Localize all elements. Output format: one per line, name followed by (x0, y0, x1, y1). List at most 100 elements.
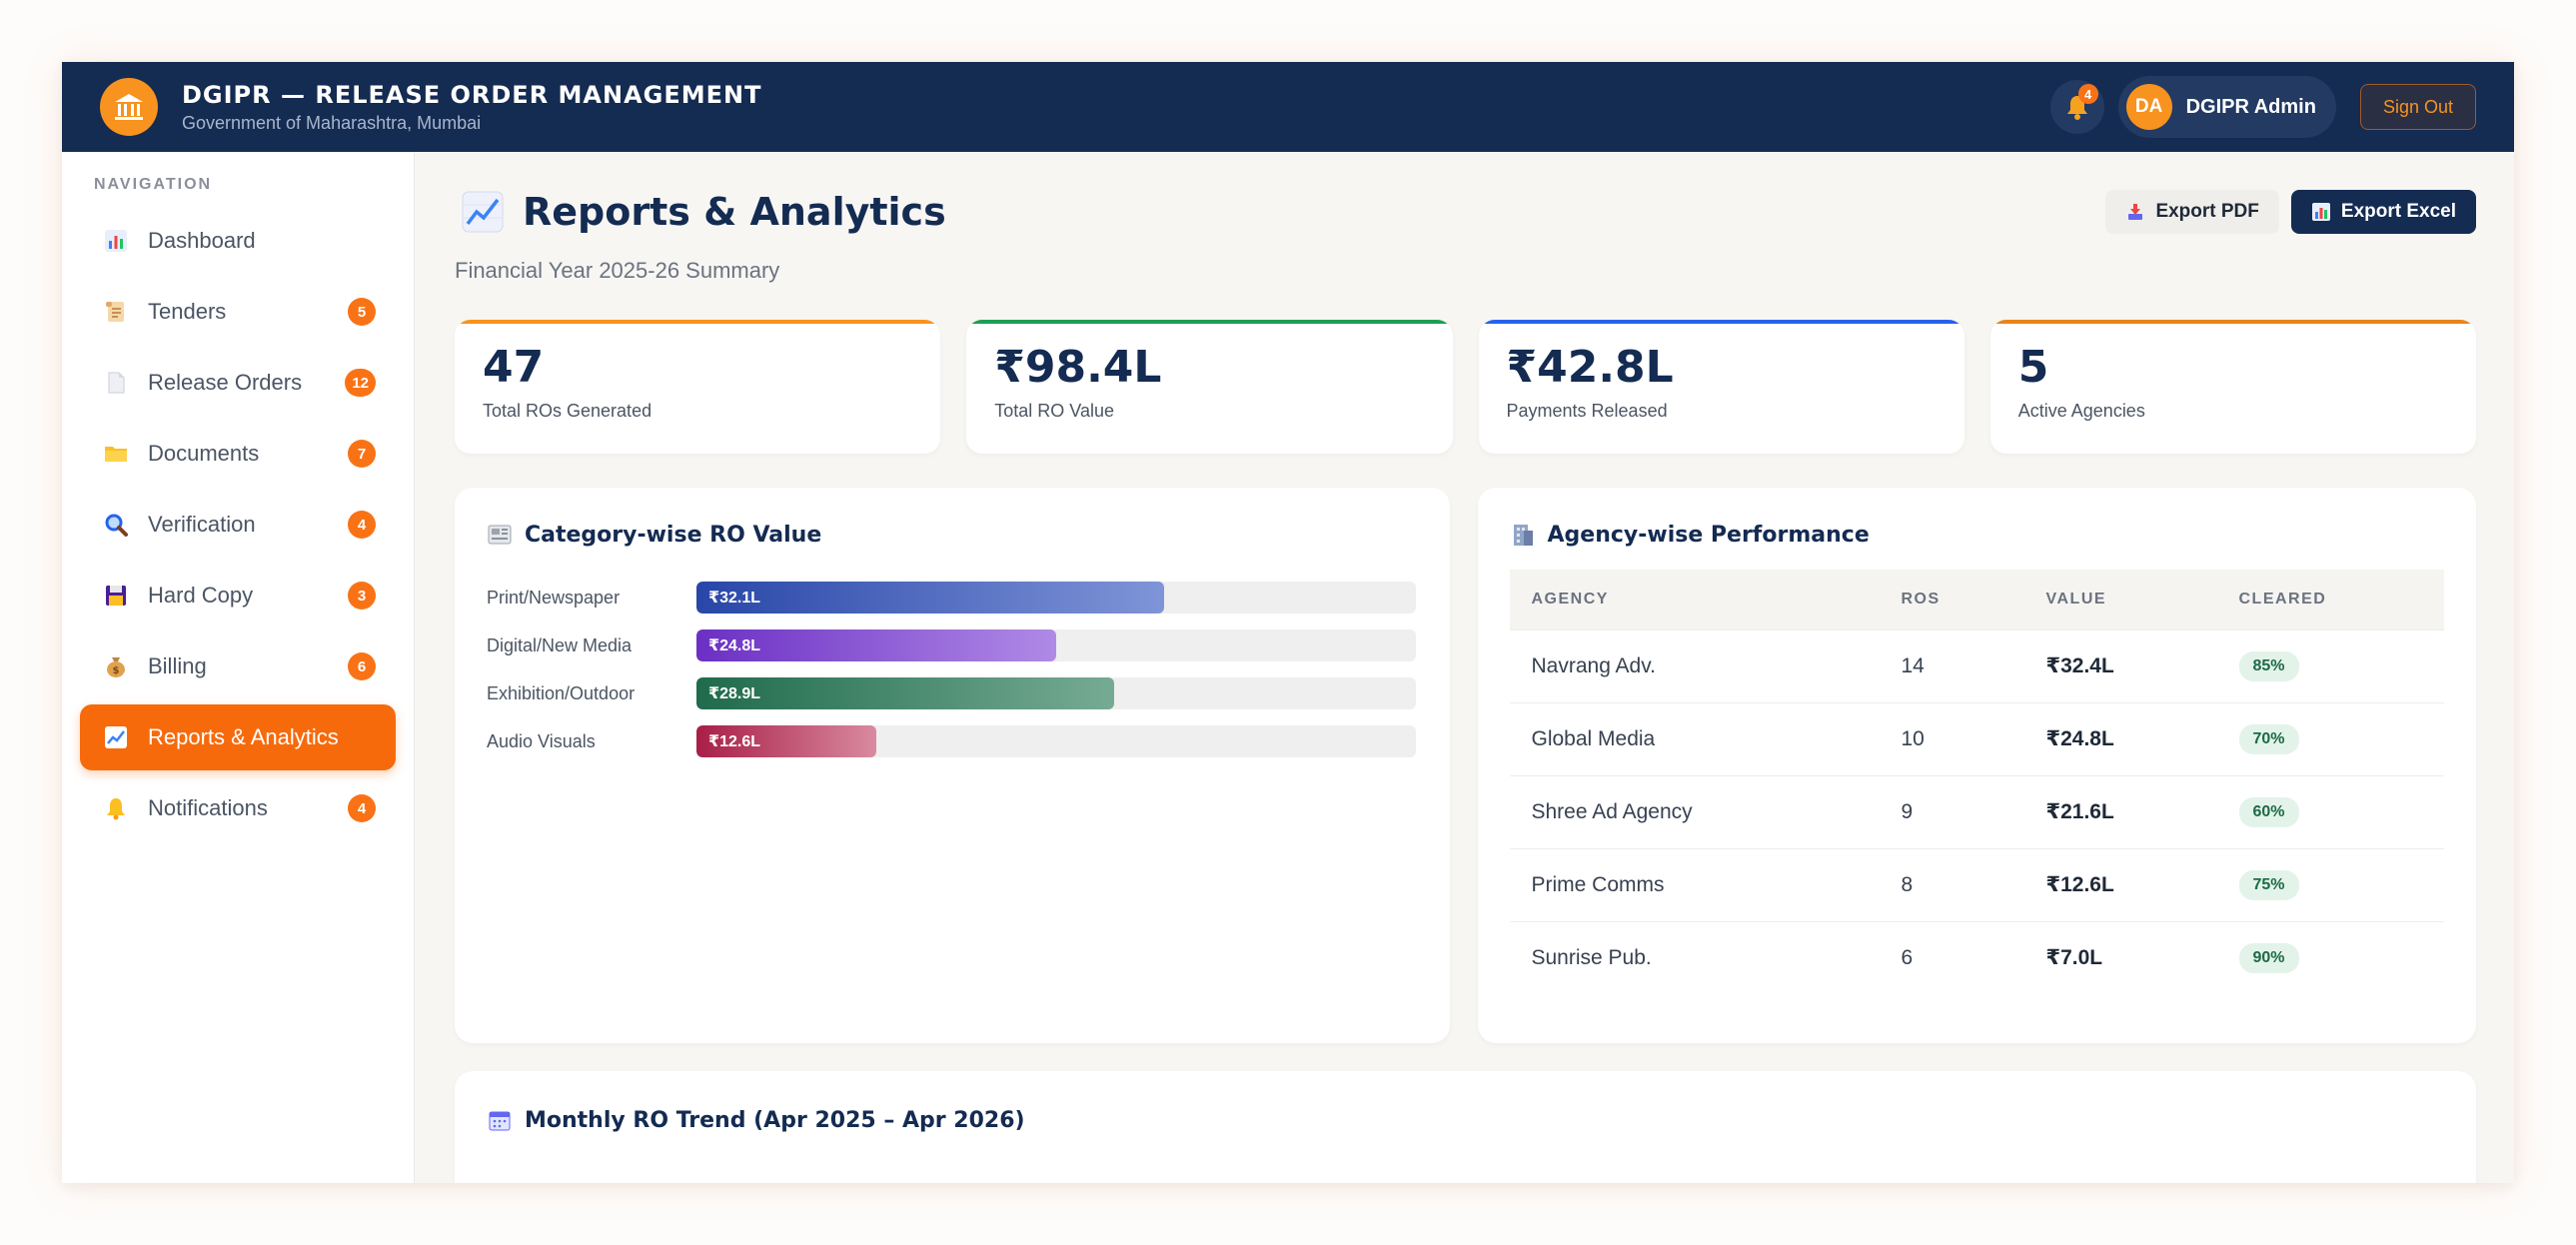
category-value: ₹32.1L (708, 590, 761, 607)
sidebar-item-label: Billing (148, 653, 207, 678)
category-value: ₹12.6L (708, 733, 761, 750)
panel-title: Agency-wise Performance (1547, 522, 1870, 548)
sidebar-item-dashboard[interactable]: Dashboard (80, 208, 396, 274)
cleared-badge: 85% (2238, 650, 2299, 681)
table-row: Shree Ad Agency 9 ₹21.6L 60% (1509, 774, 2444, 848)
app-subtitle: Government of Maharashtra, Mumbai (182, 112, 482, 133)
count-badge: 12 (345, 369, 376, 397)
user-name: DGIPR Admin (2185, 95, 2316, 118)
count-badge: 7 (348, 440, 376, 468)
main-content: Reports & Analytics Financial Year 2025-… (415, 152, 2514, 1183)
agency-name: Shree Ad Agency (1509, 774, 1880, 848)
column-header-value: VALUE (2045, 590, 2107, 608)
category-bar-track: ₹24.8L (696, 629, 1416, 661)
bar-chart-icon (2311, 203, 2330, 221)
export-excel-button[interactable]: Export Excel (2290, 190, 2476, 234)
cleared-badge: 75% (2238, 869, 2299, 900)
sign-out-button[interactable]: Sign Out (2359, 84, 2476, 130)
document-icon (102, 369, 130, 397)
category-row: Digital/New Media ₹24.8L (487, 622, 1418, 669)
avatar: DA (2125, 84, 2172, 130)
cleared-badge: 70% (2238, 723, 2299, 754)
sidebar-item-label: Dashboard (148, 228, 256, 253)
svg-text:$: $ (113, 665, 120, 676)
panel-title: Monthly RO Trend (Apr 2025 – Apr 2026) (525, 1107, 1025, 1133)
app-title: DGIPR — RELEASE ORDER MANAGEMENT (182, 80, 762, 109)
sidebar: NAVIGATION Dashboard Tenders 5 Release O… (62, 152, 415, 1183)
category-bar: ₹24.8L (696, 629, 1056, 661)
stats-row: 47 Total ROs Generated ₹98.4L Total RO V… (455, 320, 2476, 454)
app-window: DGIPR — RELEASE ORDER MANAGEMENT Governm… (62, 62, 2514, 1183)
bar-chart-icon (102, 227, 130, 255)
sidebar-item-label: Hard Copy (148, 583, 254, 608)
stat-card-total-ros: 47 Total ROs Generated (455, 320, 941, 454)
government-building-icon (100, 78, 158, 136)
category-name: Print/Newspaper (487, 587, 621, 608)
table-row: Prime Comms 8 ₹12.6L 75% (1509, 847, 2444, 921)
count-badge: 3 (348, 582, 376, 610)
export-pdf-button[interactable]: Export PDF (2105, 190, 2279, 234)
notification-count-badge: 4 (2077, 84, 2098, 104)
stat-label: Total RO Value (994, 401, 1114, 421)
sidebar-item-hard-copy[interactable]: Hard Copy 3 (80, 563, 396, 628)
notifications-button[interactable]: 4 (2049, 80, 2104, 134)
agency-name: Sunrise Pub. (1509, 920, 1880, 994)
count-badge: 6 (348, 652, 376, 680)
category-value: ₹24.8L (708, 637, 761, 654)
table-row: Global Media 10 ₹24.8L 70% (1509, 701, 2444, 775)
top-header: DGIPR — RELEASE ORDER MANAGEMENT Governm… (62, 62, 2514, 152)
category-bar: ₹28.9L (696, 677, 1114, 709)
column-header-agency: AGENCY (1531, 590, 1609, 608)
category-bar: ₹32.1L (696, 582, 1164, 614)
stat-value: ₹98.4L (994, 342, 1162, 393)
stat-accent-bar (1478, 320, 1964, 324)
sidebar-item-label: Documents (148, 441, 260, 466)
sidebar-item-reports-analytics[interactable]: Reports & Analytics (80, 704, 396, 770)
sidebar-item-label: Release Orders (148, 370, 303, 395)
stat-card-active-agencies: 5 Active Agencies (1989, 320, 2476, 454)
agency-value: ₹7.0L (2023, 920, 2217, 994)
sidebar-item-release-orders[interactable]: Release Orders 12 (80, 350, 396, 416)
table-row: Sunrise Pub. 6 ₹7.0L 90% (1509, 920, 2444, 994)
nav-section-label: NAVIGATION (94, 176, 213, 193)
category-panel: Category-wise RO Value Print/Newspaper ₹… (455, 488, 1450, 1043)
category-bar-track: ₹12.6L (696, 725, 1416, 757)
sidebar-item-notifications[interactable]: Notifications 4 (80, 775, 396, 841)
page-subtitle: Financial Year 2025-26 Summary (455, 258, 780, 283)
cleared-badge: 90% (2238, 942, 2299, 973)
chart-up-icon (102, 723, 130, 751)
agency-name: Prime Comms (1509, 847, 1880, 921)
count-badge: 5 (348, 298, 376, 326)
agency-ros: 14 (1879, 628, 2024, 702)
sidebar-item-verification[interactable]: Verification 4 (80, 492, 396, 558)
category-bar-track: ₹32.1L (696, 582, 1416, 614)
sidebar-item-billing[interactable]: $ Billing 6 (80, 633, 396, 699)
calendar-icon (489, 1111, 511, 1131)
newspaper-icon (488, 525, 512, 545)
stat-label: Payments Released (1506, 401, 1668, 421)
magnifier-icon (102, 511, 130, 539)
category-name: Exhibition/Outdoor (487, 682, 636, 703)
stat-label: Total ROs Generated (483, 401, 652, 421)
sidebar-item-label: Reports & Analytics (148, 724, 339, 749)
sidebar-item-documents[interactable]: Documents 7 (80, 421, 396, 487)
column-header-cleared: CLEARED (2238, 590, 2327, 608)
stat-card-payments-released: ₹42.8L Payments Released (1478, 320, 1964, 454)
stat-label: Active Agencies (2017, 401, 2145, 421)
category-value: ₹28.9L (708, 685, 761, 702)
agency-name: Global Media (1509, 701, 1880, 775)
folder-icon (102, 440, 130, 468)
stat-value: 47 (483, 342, 545, 393)
stat-accent-bar (455, 320, 941, 324)
office-building-icon (1513, 525, 1533, 546)
export-pdf-label: Export PDF (2155, 201, 2259, 222)
chart-up-icon (462, 191, 504, 233)
download-icon (2128, 204, 2143, 220)
sidebar-item-tenders[interactable]: Tenders 5 (80, 279, 396, 345)
agency-ros: 9 (1879, 774, 2024, 848)
user-menu[interactable]: DA DGIPR Admin (2117, 76, 2336, 138)
agency-value: ₹21.6L (2023, 774, 2217, 848)
column-header-ros: ROS (1901, 590, 1940, 608)
sidebar-item-label: Verification (148, 512, 256, 537)
scroll-icon (102, 298, 130, 326)
